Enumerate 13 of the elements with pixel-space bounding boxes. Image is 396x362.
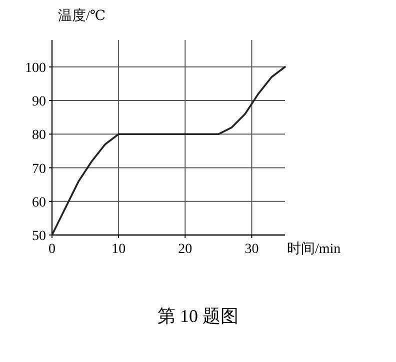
y-tick-label: 90	[32, 94, 46, 110]
text: 第 10 题图	[158, 306, 238, 326]
x-tick-label: 0	[48, 242, 56, 257]
y-axis-title: 温度/℃	[58, 8, 106, 24]
y-tick-label: 50	[32, 229, 46, 244]
y-tick-label: 60	[32, 195, 46, 210]
x-axis-title: 时间/min	[287, 241, 341, 257]
x-tick-label: 10	[112, 242, 126, 257]
x-tick-label: 30	[244, 242, 259, 257]
y-tick-label: 80	[32, 128, 46, 144]
x-tick-label: 20	[178, 242, 192, 257]
y-tick-label: 70	[32, 162, 46, 177]
y-tick-label: 100	[25, 60, 46, 76]
